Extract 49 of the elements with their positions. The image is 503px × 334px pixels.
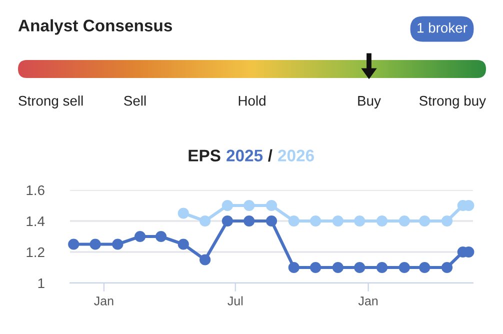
category-label: Strong sell — [18, 96, 83, 108]
text: / — [268, 149, 272, 162]
x-tick-label: Jan — [94, 296, 114, 306]
point — [244, 215, 255, 227]
point — [90, 238, 101, 250]
point — [112, 238, 124, 250]
point — [266, 200, 278, 212]
point — [244, 200, 255, 212]
text: 2025 — [226, 150, 263, 162]
category-label: Sell — [124, 96, 146, 106]
point — [354, 215, 366, 227]
point — [376, 215, 388, 227]
point — [441, 262, 453, 274]
point — [288, 262, 300, 274]
point — [200, 215, 211, 227]
point — [178, 208, 189, 219]
text: 1 broker — [418, 22, 468, 33]
point — [68, 238, 80, 250]
point — [376, 262, 388, 274]
point — [288, 215, 300, 227]
category-label: Hold — [238, 96, 266, 106]
x-tick-label: Jan — [358, 296, 378, 306]
point — [419, 215, 430, 227]
point — [354, 262, 366, 274]
point — [266, 215, 278, 227]
point — [441, 215, 453, 227]
point — [155, 230, 167, 242]
text: Analyst Consensus — [18, 19, 172, 35]
point — [222, 215, 233, 227]
y-tick-label: 1.6 — [26, 185, 44, 196]
point — [310, 262, 322, 274]
x-tick-label: Jul — [228, 296, 243, 306]
y-tick-label: 1.4 — [26, 216, 45, 226]
point — [398, 215, 410, 227]
chart-title: EPS — [188, 150, 220, 162]
point — [419, 262, 430, 274]
y-tick-label: 1 — [38, 278, 44, 288]
text: 2026 — [278, 150, 314, 162]
category-label: Buy — [358, 96, 381, 108]
point — [310, 215, 322, 227]
y-tick-label: 1.2 — [26, 247, 44, 258]
point — [332, 215, 344, 227]
point — [200, 254, 211, 266]
point — [134, 230, 146, 242]
point — [178, 238, 189, 250]
point — [222, 200, 233, 212]
point — [398, 262, 410, 274]
point — [332, 262, 344, 274]
category-label: Strong buy — [419, 96, 486, 108]
